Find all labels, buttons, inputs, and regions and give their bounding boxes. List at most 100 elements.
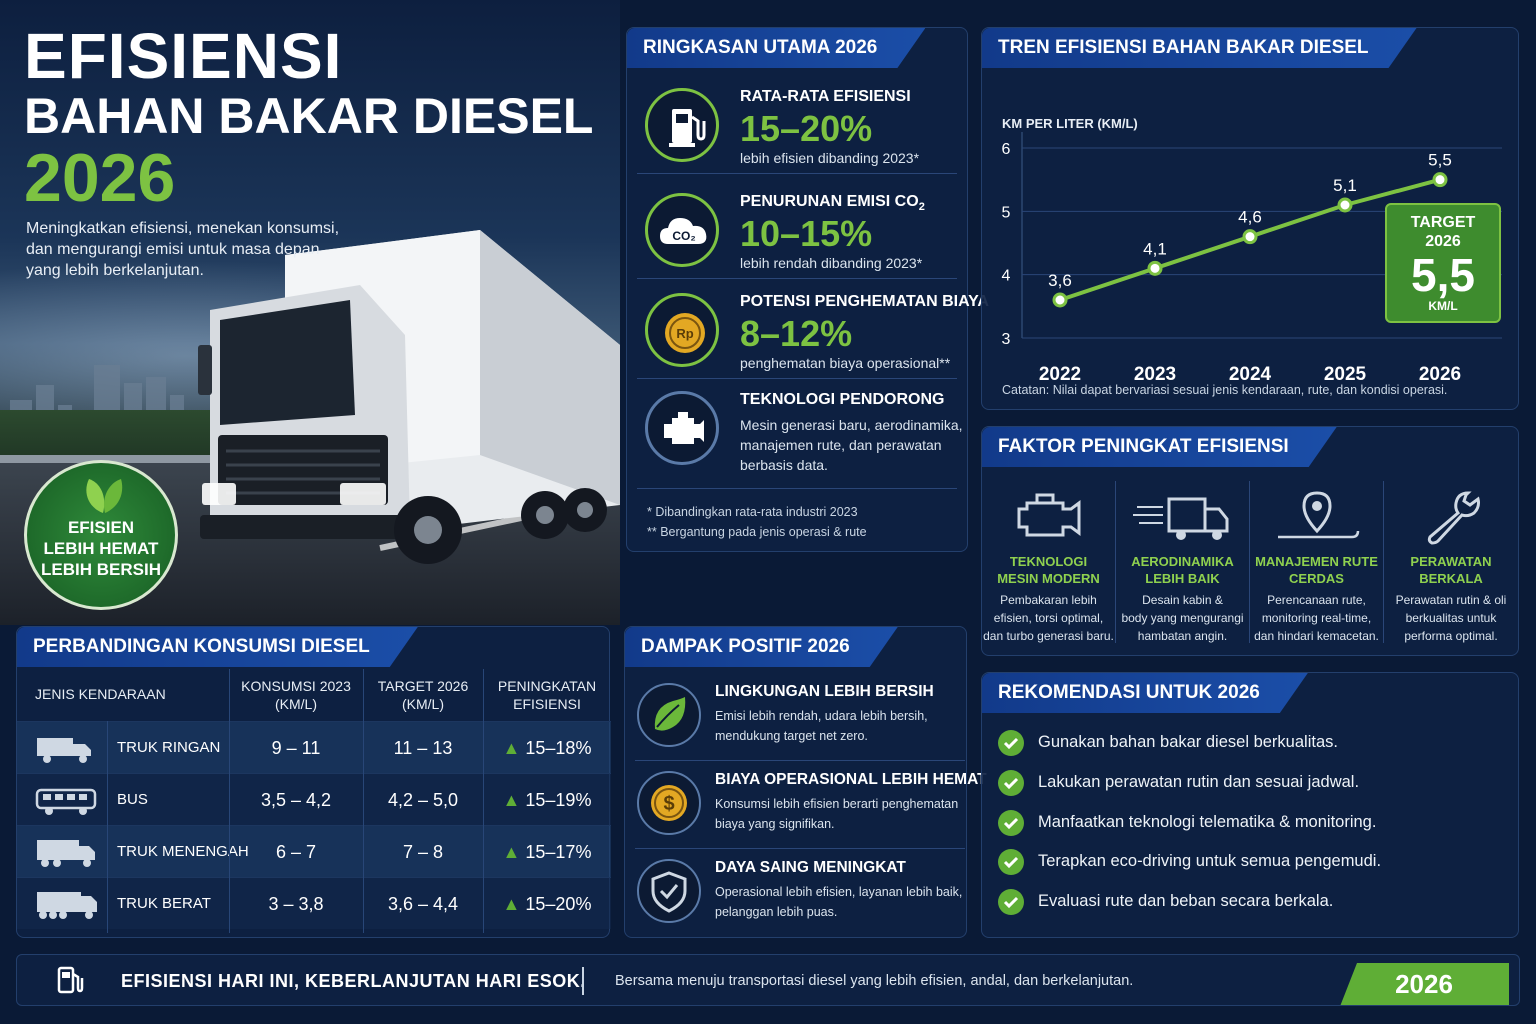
truck-illustration xyxy=(198,230,620,564)
data-label: 4,6 xyxy=(1238,208,1262,227)
footnote: * Dibandingkan rata-rata industri 2023 xyxy=(647,505,858,519)
data-point xyxy=(1242,229,1258,245)
summary-label: TEKNOLOGI PENDORONG xyxy=(740,391,945,408)
arrow-up-icon: ▲ xyxy=(502,738,521,758)
y-axis-label: KM PER LITER (KM/L) xyxy=(1002,116,1138,131)
summary-desc: lebih rendah dibanding 2023* xyxy=(740,255,923,271)
consumption-2023: 9 – 11 xyxy=(271,738,321,758)
table-header: JENIS KENDARAAN KONSUMSI 2023 (KM/L) TAR… xyxy=(17,669,611,721)
header-line: (KM/L) xyxy=(402,696,444,712)
summary-footnotes: * Dibandingkan rata-rata industri 2023 *… xyxy=(647,502,867,542)
summary-panel: RINGKASAN UTAMA 2026 RATA-RATA EFISIENSI… xyxy=(626,27,989,552)
factor-title-line: MANAJEMEN RUTE xyxy=(1255,554,1378,569)
light-truck-icon xyxy=(37,738,91,763)
check-icon xyxy=(998,889,1024,915)
impact-desc: Operasional lebih efisien, layanan lebih… xyxy=(715,885,963,919)
target-2026: 7 – 8 xyxy=(402,842,444,862)
summary-desc: lebih efisien dibanding 2023* xyxy=(740,150,920,166)
summary-item: Rp POTENSI PENGHEMATAN BIAYA 8–12% pengh… xyxy=(637,281,989,379)
impact-title-text: DAYA SAING MENINGKAT xyxy=(715,859,906,876)
y-tick-label: 6 xyxy=(1002,141,1011,158)
table-row: TRUK RINGAN 9 – 11 11 – 13 ▲ 15–18% xyxy=(17,721,611,773)
summary-item: RATA-RATA EFISIENSI 15–20% lebih efisien… xyxy=(637,76,957,174)
header-target-2026: TARGET 2026 (KM/L) xyxy=(363,677,483,713)
footer-tagline: Bersama menuju transportasi diesel yang … xyxy=(615,973,1134,989)
footer-year: 2026 xyxy=(1339,963,1509,1005)
table-row: BUS 3,5 – 4,2 4,2 – 5,0 ▲ 15–19% xyxy=(17,773,611,825)
check-icon xyxy=(998,810,1024,836)
factor-desc-line: berkualitas untuk xyxy=(1405,611,1497,625)
engine-outline-icon xyxy=(1017,493,1080,537)
factor-title-line: MESIN MODERN xyxy=(997,571,1100,586)
dollar-coin-icon: $ xyxy=(637,771,701,835)
x-tick-label: 2024 xyxy=(1229,364,1272,385)
engine-icon xyxy=(645,391,719,465)
factor-desc-line: Perawatan rutin & oli xyxy=(1395,593,1507,607)
comparison-panel: PERBANDINGAN KONSUMSI DIESEL JENIS KENDA… xyxy=(16,626,611,938)
factor-title-line: PERAWATAN xyxy=(1410,554,1492,569)
arrow-up-icon: ▲ xyxy=(502,790,521,810)
route-pin-icon xyxy=(1277,491,1359,539)
factor-desc-line: hambatan angin. xyxy=(1137,629,1228,643)
page-subtitle: Meningkatkan efisiensi, menekan konsumsi… xyxy=(26,220,340,279)
target-box: TARGET 2026 5,5 KM/L xyxy=(1385,203,1501,323)
factor-desc-line: performa optimal. xyxy=(1404,629,1498,643)
check-icon xyxy=(998,849,1024,875)
efficiency-gain: ▲ 15–17% xyxy=(483,826,611,878)
factor-title-line: AERODINAMIKA xyxy=(1131,554,1234,569)
data-point xyxy=(1147,260,1163,276)
consumption-2023: 3,5 – 4,2 xyxy=(260,790,332,810)
page-title-line1: EFISIENSI xyxy=(24,20,343,92)
target-value: 5,5 xyxy=(1411,249,1475,301)
co2-cloud-icon: CO₂ xyxy=(645,193,719,267)
target-2026: 11 – 13 xyxy=(393,738,453,758)
header-line: TARGET 2026 xyxy=(377,678,469,694)
gain-value: 15–19% xyxy=(525,790,592,810)
rupiah-coin-icon: Rp xyxy=(645,293,719,367)
table-row: TRUK BERAT 3 – 3,8 3,6 – 4,4 ▲ 15–20% xyxy=(17,877,611,929)
summary-desc: penghematan biaya operasional** xyxy=(740,355,951,371)
summary-item: TEKNOLOGI PENDORONG Mesin generasi baru,… xyxy=(637,379,963,489)
factor-desc-line: dan hindari kemacetan. xyxy=(1254,629,1379,643)
leaf-icon xyxy=(637,683,701,747)
recommendations-title: REKOMENDASI UNTUK 2026 xyxy=(982,673,1308,713)
gain-value: 15–17% xyxy=(525,842,592,862)
summary-value: 15–20% xyxy=(740,108,873,149)
summary-title: RINGKASAN UTAMA 2026 xyxy=(627,28,925,68)
impact-title-text: BIAYA OPERASIONAL LEBIH HEMAT xyxy=(715,771,987,788)
footnote: ** Bergantung pada jenis operasi & rute xyxy=(647,525,867,539)
wrench-icon xyxy=(1427,491,1480,545)
summary-value: 10–15% xyxy=(740,213,873,254)
x-tick-label: 2025 xyxy=(1324,364,1367,385)
efficiency-gain: ▲ 15–19% xyxy=(483,774,611,826)
column-divider xyxy=(229,669,230,933)
impact-title-text: LINGKUNGAN LEBIH BERSIH xyxy=(715,683,934,700)
heavy-truck-icon xyxy=(37,892,97,919)
header-vehicle: JENIS KENDARAAN xyxy=(35,686,166,702)
factor-item: PERAWATAN BERKALA Perawatan rutin & oli … xyxy=(1384,481,1518,643)
header-efficiency-gain: PENINGKATAN EFISIENSI xyxy=(483,677,611,713)
data-point xyxy=(1052,292,1068,308)
target-label-line1: TARGET xyxy=(1410,214,1476,231)
efficiency-gain: ▲ 15–20% xyxy=(483,878,611,930)
header-line: PENINGKATAN xyxy=(497,678,597,694)
leaf-pair-icon xyxy=(86,479,123,513)
target-label-line2: 2026 xyxy=(1425,233,1461,250)
data-label: 5,1 xyxy=(1333,176,1357,195)
factors-panel: FAKTOR PENINGKAT EFISIENSI TEKNOLOGI MES… xyxy=(981,426,1519,656)
impact-desc: Emisi lebih rendah, udara lebih bersih, … xyxy=(715,709,928,743)
badge-line: LEBIH BERSIH xyxy=(41,560,161,579)
factor-item: MANAJEMEN RUTE CERDAS Perencanaan rute, … xyxy=(1250,481,1384,643)
header-consumption-2023: KONSUMSI 2023 (KM/L) xyxy=(229,677,363,713)
vehicle-name: TRUK BERAT xyxy=(117,895,211,912)
factor-desc-line: Desain kabin & xyxy=(1142,593,1223,607)
recommendation-text: Terapkan eco-driving untuk semua pengemu… xyxy=(1038,852,1382,870)
target-unit: KM/L xyxy=(1428,299,1458,313)
factor-item: TEKNOLOGI MESIN MODERN Pembakaran lebih … xyxy=(982,481,1116,643)
consumption-2023: 3 – 3,8 xyxy=(268,894,324,914)
vehicle-name: BUS xyxy=(117,791,148,808)
medium-truck-icon xyxy=(37,840,95,867)
rupiah-icon-text: Rp xyxy=(676,326,693,341)
svg-text:$: $ xyxy=(663,793,674,815)
y-tick-label: 4 xyxy=(1002,268,1011,285)
